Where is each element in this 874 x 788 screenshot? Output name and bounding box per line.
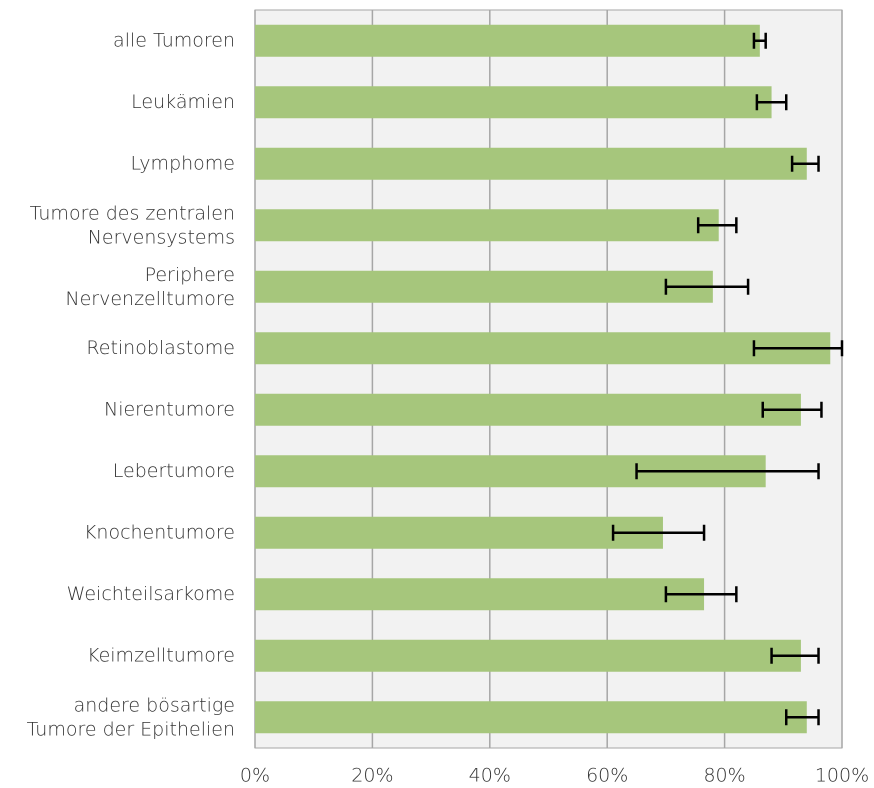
y-tick-label: Lebertumore — [113, 460, 235, 482]
x-tick-label: 0% — [240, 765, 270, 787]
label-line: Tumore der Epithelien — [27, 718, 235, 740]
y-tick-label: Knochentumore — [84, 521, 235, 543]
plot-area — [254, 9, 843, 749]
bar — [255, 24, 760, 57]
y-tick-label: Keimzelltumore — [87, 644, 235, 666]
bar — [255, 270, 713, 303]
y-tick-label: Leukämien — [131, 91, 235, 113]
x-tick-label: 40% — [469, 765, 511, 787]
label-line: Tumore des zentralen — [30, 202, 235, 224]
error-bar — [696, 217, 738, 234]
error-bar — [790, 155, 820, 172]
error-bar — [752, 340, 844, 357]
error-bar — [611, 524, 706, 541]
x-tick-label: 60% — [586, 765, 628, 787]
error-bar — [635, 463, 820, 480]
y-tick-label: Retinoblastome — [86, 337, 235, 359]
bar — [255, 578, 705, 611]
bar — [255, 209, 719, 242]
x-tick-label: 20% — [351, 765, 393, 787]
bar — [255, 639, 801, 672]
error-bar — [770, 647, 820, 664]
error-bar — [664, 278, 750, 295]
x-tick-label: 100% — [815, 765, 869, 787]
x-tick-label: 80% — [703, 765, 745, 787]
y-tick-label: Lymphome — [130, 152, 235, 174]
bar — [255, 86, 772, 119]
y-tick-label: Periphere Nervenzelltumore — [65, 263, 235, 309]
y-tick-label: alle Tumoren — [113, 29, 235, 51]
label-line: Nervenzelltumore — [65, 287, 235, 309]
label-line: andere bösartige — [74, 694, 235, 716]
label-line: Nervensystems — [88, 226, 235, 248]
error-bar — [755, 94, 788, 111]
bar — [255, 147, 807, 180]
bar — [255, 393, 801, 426]
bar — [255, 701, 807, 734]
y-tick-label: Nierentumore — [104, 398, 235, 420]
error-bar — [752, 32, 767, 49]
bar — [255, 516, 663, 549]
bar — [255, 332, 831, 365]
error-bar — [664, 586, 738, 603]
error-bar — [784, 709, 820, 726]
y-tick-label: andere bösartige Tumore der Epithelien — [27, 694, 235, 740]
error-bar — [761, 401, 823, 418]
y-tick-label: Weichteilsarkome — [67, 583, 235, 605]
y-tick-label: Tumore des zentralen Nervensystems — [30, 202, 235, 248]
label-line: Periphere — [145, 263, 235, 285]
